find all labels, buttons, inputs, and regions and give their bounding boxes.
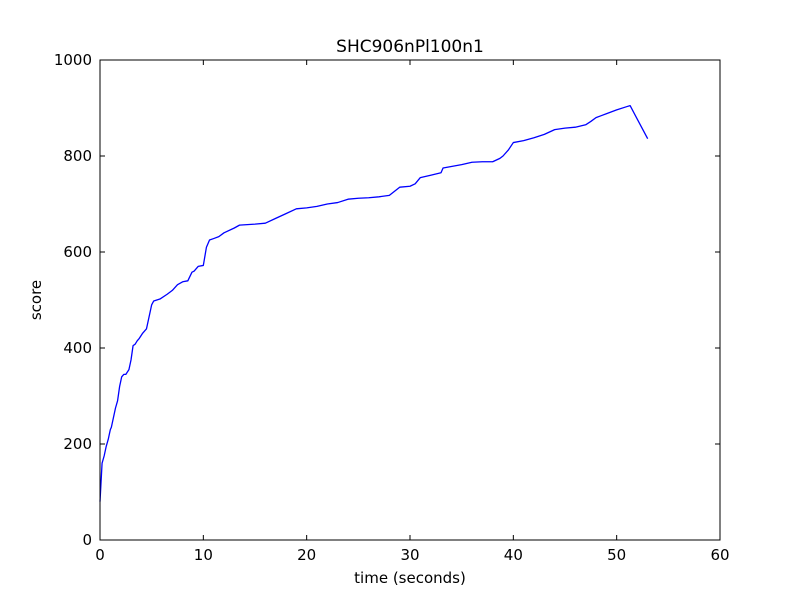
y-tick-label: 400 xyxy=(63,339,92,357)
x-tick-label: 50 xyxy=(607,546,626,564)
plot-frame xyxy=(99,59,721,541)
x-axis-label: time (seconds) xyxy=(354,569,466,587)
y-tick-label: 600 xyxy=(63,243,92,261)
x-tick-label: 60 xyxy=(710,546,729,564)
y-tick-label: 0 xyxy=(82,531,92,549)
x-tick-label: 20 xyxy=(297,546,316,564)
series-line-1 xyxy=(99,104,649,502)
x-tick-label: 40 xyxy=(504,546,523,564)
x-tick-label: 10 xyxy=(194,546,213,564)
x-tick-label: 0 xyxy=(95,546,105,564)
x-tick-label: 30 xyxy=(400,546,419,564)
chart-title: SHC906nPl100n1 xyxy=(336,37,484,57)
y-tick-label: 1000 xyxy=(54,51,92,69)
y-axis-label: score xyxy=(27,280,45,320)
y-tick-label: 200 xyxy=(63,435,92,453)
y-tick-label: 800 xyxy=(63,147,92,165)
plot-area xyxy=(99,104,649,502)
